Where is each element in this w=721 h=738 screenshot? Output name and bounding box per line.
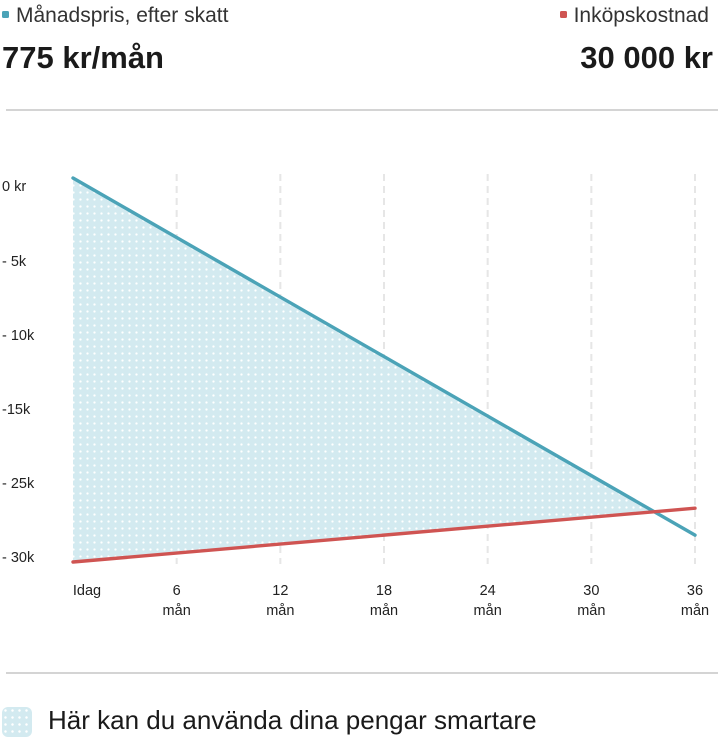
- y-tick-label: - 5k: [2, 254, 27, 270]
- x-tick-unit-label: mån: [681, 603, 709, 619]
- purchase-cost-value: 30 000 kr: [580, 40, 713, 75]
- purchase-legend-dot: [559, 10, 567, 18]
- x-tick-label: 30: [583, 583, 599, 599]
- x-tick-unit-label: mån: [266, 603, 294, 619]
- x-tick-label: 18: [376, 583, 392, 599]
- x-tick-unit-label: mån: [577, 603, 605, 619]
- x-tick-unit-label: mån: [474, 603, 502, 619]
- bottom-divider: [6, 672, 718, 674]
- monthly-price-value: 775 kr/mån: [2, 40, 164, 75]
- y-tick-label: -15k: [2, 402, 31, 418]
- x-tick-label: 6: [173, 583, 181, 599]
- x-tick-unit-label: mån: [370, 603, 398, 619]
- legend-purchase-label: Inköpskostnad: [559, 4, 709, 28]
- x-tick-label: 24: [480, 583, 496, 599]
- y-tick-label: - 10k: [2, 328, 35, 344]
- monthly-price-line: [71, 176, 697, 537]
- top-divider: [6, 109, 718, 111]
- cost-comparison-chart: 0 kr - 5k - 10k -15k - 25k - 30k Idag 6 mån 12 må…: [2, 174, 709, 619]
- monthly-legend-dot: [2, 10, 9, 18]
- x-tick-label: Idag: [73, 583, 101, 599]
- y-tick-label: - 30k: [2, 550, 35, 566]
- purchase-cost-line: [71, 506, 697, 564]
- footer-text: Här kan du använda dina pengar smartare: [48, 705, 537, 735]
- dotted-area-swatch-icon: [2, 707, 32, 737]
- legend-monthly-label: Månadspris, efter skatt: [2, 4, 228, 28]
- savings-area: [73, 178, 655, 562]
- monthly-label-text: Månadspris, efter skatt: [16, 4, 229, 27]
- x-tick-label: 36: [687, 583, 703, 599]
- y-tick-label: 0 kr: [2, 179, 26, 195]
- y-tick-label: - 25k: [2, 476, 35, 492]
- x-tick-label: 12: [272, 583, 288, 599]
- purchase-label-text: Inköpskostnad: [573, 4, 709, 27]
- footer-note: Här kan du använda dina pengar smartare: [0, 703, 721, 738]
- x-tick-unit-label: mån: [163, 603, 191, 619]
